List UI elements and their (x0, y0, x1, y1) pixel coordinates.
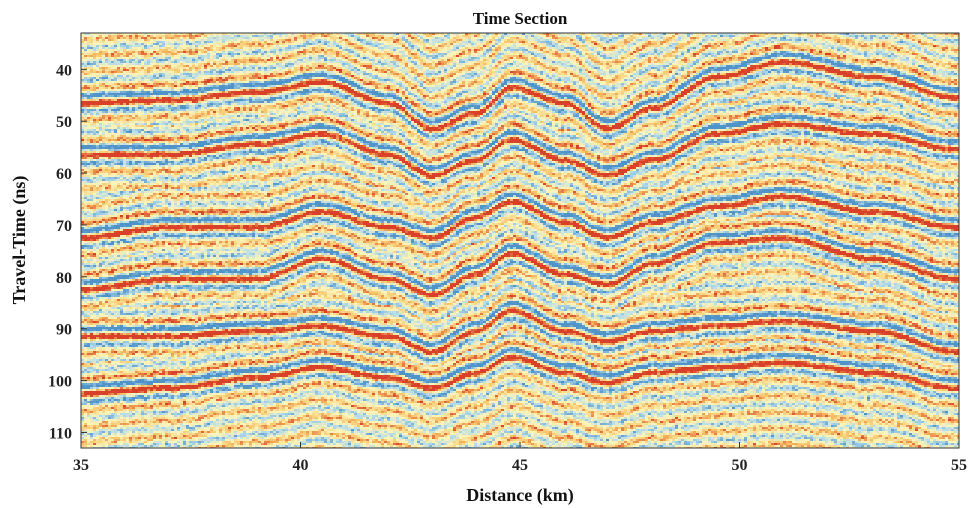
plot-area (80, 32, 960, 449)
y-tick-label: 40 (56, 62, 72, 79)
y-tick-label: 100 (48, 374, 72, 391)
x-axis: 35 40 45 50 55 (73, 442, 967, 474)
y-tick-label: 70 (56, 218, 72, 235)
x-tick-label: 35 (73, 457, 89, 474)
y-tick-label: 50 (56, 114, 72, 131)
y-axis-title: Travel-Time (ns) (9, 176, 30, 305)
x-tick-label: 45 (512, 457, 528, 474)
x-tick-label: 40 (293, 457, 309, 474)
x-tick-label: 50 (732, 457, 748, 474)
y-tick-label: 80 (56, 270, 72, 287)
y-tick-label: 90 (56, 322, 72, 339)
y-axis: 40 50 60 70 80 90 100 110 (48, 62, 87, 442)
chart-title: Time Section (473, 9, 568, 28)
y-tick-label: 60 (56, 166, 72, 183)
y-tick-label: 110 (49, 425, 72, 442)
x-tick-label: 55 (951, 457, 967, 474)
time-section-image (81, 33, 959, 448)
x-axis-title: Distance (km) (466, 485, 573, 506)
